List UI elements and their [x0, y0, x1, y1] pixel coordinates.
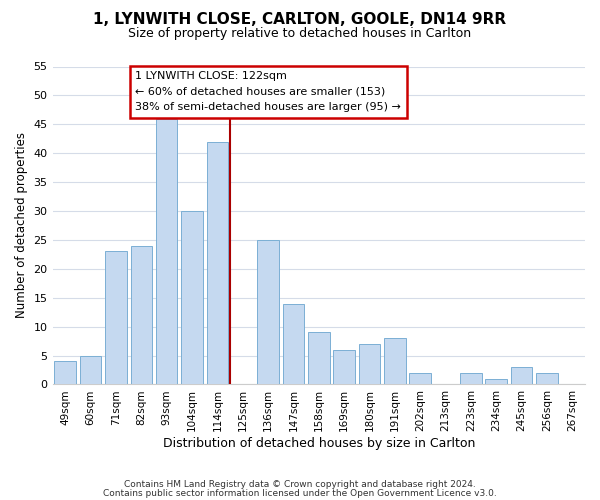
Bar	[384, 338, 406, 384]
Bar	[485, 378, 507, 384]
Bar	[308, 332, 329, 384]
Text: Contains public sector information licensed under the Open Government Licence v3: Contains public sector information licen…	[103, 488, 497, 498]
Bar	[409, 373, 431, 384]
Bar	[257, 240, 279, 384]
Bar	[181, 211, 203, 384]
Text: 1, LYNWITH CLOSE, CARLTON, GOOLE, DN14 9RR: 1, LYNWITH CLOSE, CARLTON, GOOLE, DN14 9…	[94, 12, 506, 28]
Bar	[105, 252, 127, 384]
Bar	[80, 356, 101, 384]
Bar	[131, 246, 152, 384]
Bar	[156, 118, 178, 384]
X-axis label: Distribution of detached houses by size in Carlton: Distribution of detached houses by size …	[163, 437, 475, 450]
Bar	[283, 304, 304, 384]
Text: 1 LYNWITH CLOSE: 122sqm
← 60% of detached houses are smaller (153)
38% of semi-d: 1 LYNWITH CLOSE: 122sqm ← 60% of detache…	[135, 72, 401, 112]
Bar	[536, 373, 558, 384]
Y-axis label: Number of detached properties: Number of detached properties	[15, 132, 28, 318]
Bar	[334, 350, 355, 384]
Text: Size of property relative to detached houses in Carlton: Size of property relative to detached ho…	[128, 28, 472, 40]
Bar	[460, 373, 482, 384]
Bar	[359, 344, 380, 385]
Text: Contains HM Land Registry data © Crown copyright and database right 2024.: Contains HM Land Registry data © Crown c…	[124, 480, 476, 489]
Bar	[511, 367, 532, 384]
Bar	[55, 362, 76, 384]
Bar	[206, 142, 228, 384]
